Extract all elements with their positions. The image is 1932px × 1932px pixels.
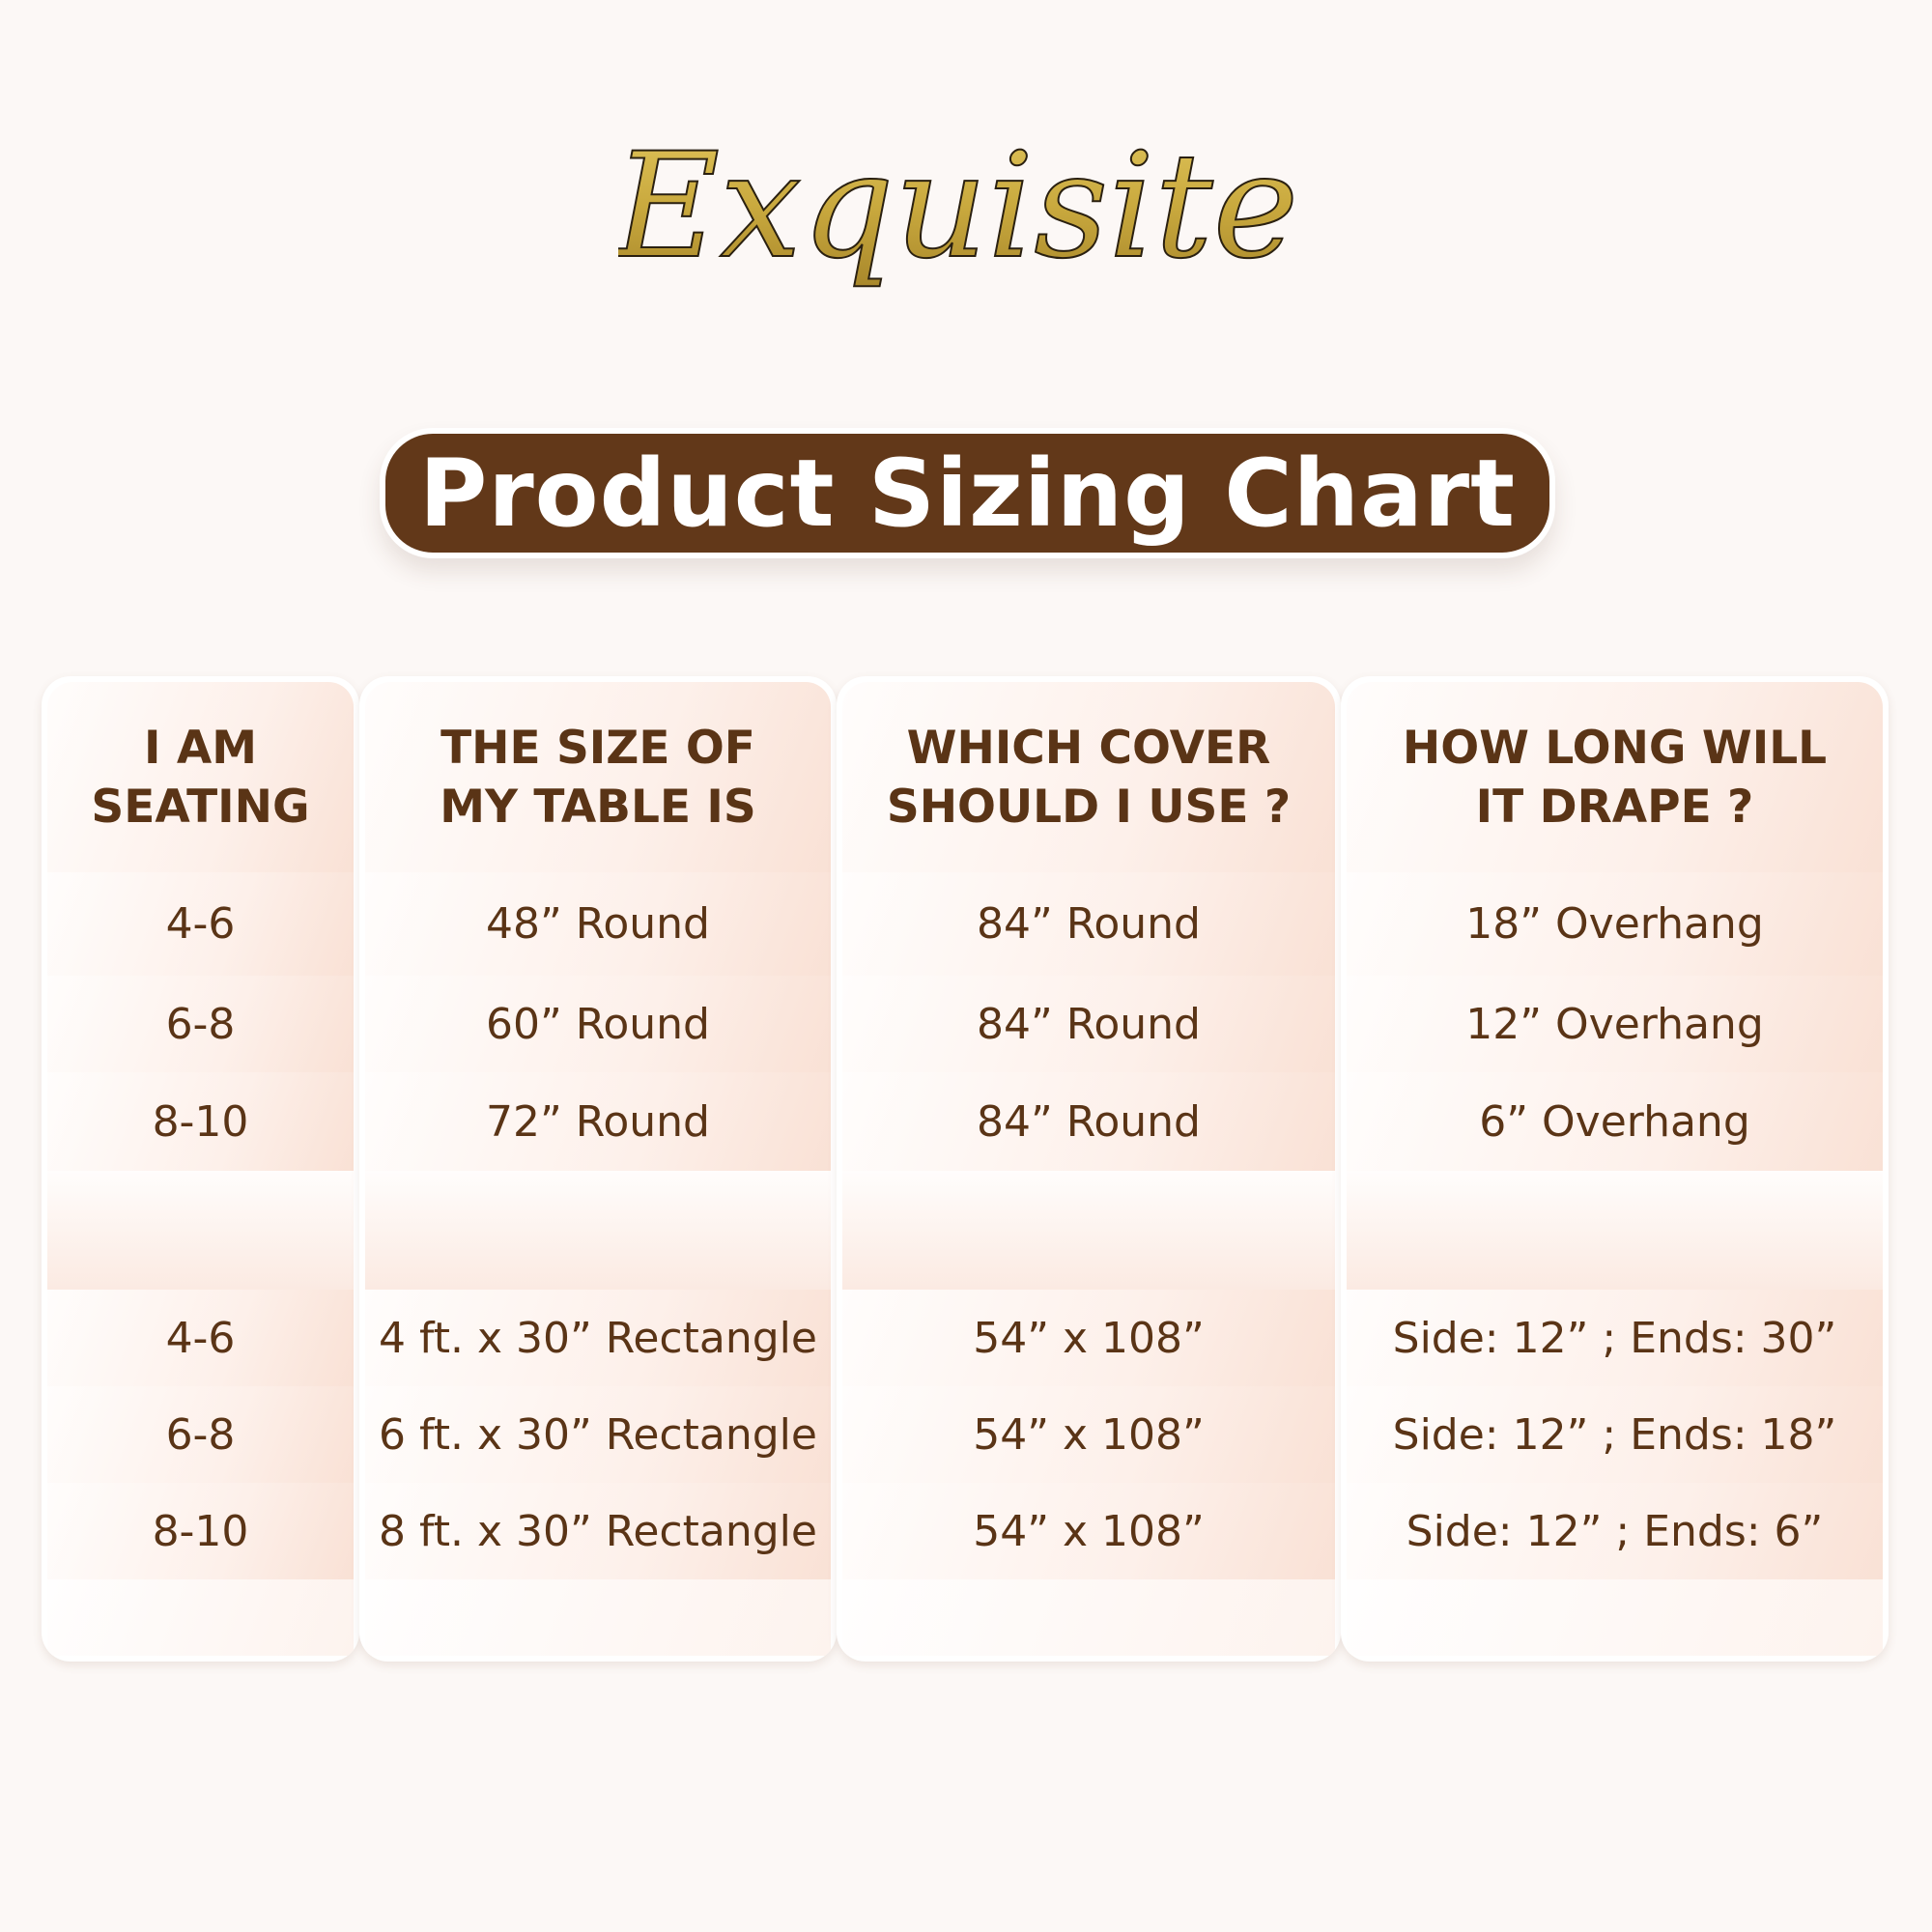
table-cell: 54” x 108”	[842, 1290, 1335, 1386]
spacer-row	[47, 1171, 354, 1290]
table-cell: Side: 12” ; Ends: 18”	[1347, 1386, 1883, 1483]
table-cell: 48” Round	[365, 872, 831, 976]
table-cell: 84” Round	[842, 976, 1335, 1072]
table-cell: 54” x 108”	[842, 1483, 1335, 1579]
table-cell: 4 ft. x 30” Rectangle	[365, 1290, 831, 1386]
sizing-table: I AM SEATING 4-6 6-8 8-10 4-6 6-8 8-10 THE SIZE …	[42, 676, 1889, 1662]
header-line: WHICH COVER	[906, 721, 1271, 775]
title-banner: Product Sizing Chart	[380, 428, 1555, 558]
table-cell: 18” Overhang	[1347, 872, 1883, 976]
header-line: I AM	[144, 721, 257, 775]
table-cell: 6-8	[47, 976, 354, 1072]
bottom-padding	[365, 1579, 831, 1656]
bottom-padding	[1347, 1579, 1883, 1656]
spacer-row	[1347, 1171, 1883, 1290]
header-line: MY TABLE IS	[440, 780, 756, 834]
table-cell: 84” Round	[842, 872, 1335, 976]
header-line: SEATING	[91, 780, 310, 834]
table-cell: 12” Overhang	[1347, 976, 1883, 1072]
header-line: IT DRAPE ?	[1475, 780, 1754, 834]
svg-text:Exquisite: Exquisite	[618, 123, 1294, 291]
table-cell: 8-10	[47, 1483, 354, 1579]
column-header: WHICH COVER SHOULD I USE ?	[842, 682, 1335, 872]
column-header: HOW LONG WILL IT DRAPE ?	[1347, 682, 1883, 872]
table-cell: 60” Round	[365, 976, 831, 1072]
table-cell: 4-6	[47, 872, 354, 976]
header-line: HOW LONG WILL	[1402, 721, 1828, 775]
table-cell: 84” Round	[842, 1072, 1335, 1171]
column-header: I AM SEATING	[47, 682, 354, 872]
spacer-row	[842, 1171, 1335, 1290]
page-title: Product Sizing Chart	[418, 439, 1517, 548]
table-cell: 4-6	[47, 1290, 354, 1386]
table-cell: 72” Round	[365, 1072, 831, 1171]
table-cell: 8 ft. x 30” Rectangle	[365, 1483, 831, 1579]
table-cell: 8-10	[47, 1072, 354, 1171]
column-cover: WHICH COVER SHOULD I USE ? 84” Round 84” Ro…	[837, 676, 1341, 1662]
column-drape: HOW LONG WILL IT DRAPE ? 18” Overhang 12” O…	[1341, 676, 1889, 1662]
table-cell: 54” x 108”	[842, 1386, 1335, 1483]
exquisite-logo: Exquisite	[618, 122, 1294, 292]
table-cell: 6 ft. x 30” Rectangle	[365, 1386, 831, 1483]
header-line: THE SIZE OF	[440, 721, 755, 775]
column-header: THE SIZE OF MY TABLE IS	[365, 682, 831, 872]
header-line: SHOULD I USE ?	[886, 780, 1292, 834]
bottom-padding	[842, 1579, 1335, 1656]
bottom-padding	[47, 1579, 354, 1656]
column-table-size: THE SIZE OF MY TABLE IS 48” Round 60” Round…	[359, 676, 837, 1662]
table-cell: 6” Overhang	[1347, 1072, 1883, 1171]
column-seating: I AM SEATING 4-6 6-8 8-10 4-6 6-8 8-10	[42, 676, 359, 1662]
table-cell: Side: 12” ; Ends: 6”	[1347, 1483, 1883, 1579]
spacer-row	[365, 1171, 831, 1290]
table-cell: Side: 12” ; Ends: 30”	[1347, 1290, 1883, 1386]
table-cell: 6-8	[47, 1386, 354, 1483]
